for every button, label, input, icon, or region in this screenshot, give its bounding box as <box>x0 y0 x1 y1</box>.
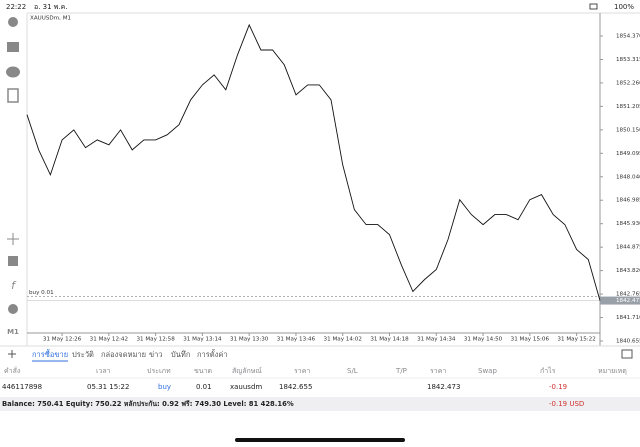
y-tick-label: 1850.150 <box>616 127 640 133</box>
y-tick-label: 1843.820 <box>616 268 640 274</box>
tab[interactable]: การตั้งค่า <box>197 349 228 359</box>
last-price-tag <box>600 296 640 305</box>
x-tick-label: 31 May 12:26 <box>43 337 82 343</box>
home-indicator <box>235 438 405 442</box>
last-price-label: 1842.473 <box>616 298 640 304</box>
order-time: 05.31 15:22 <box>87 383 129 391</box>
y-tick-label: 1840.655 <box>616 338 640 344</box>
x-tick-label: 31 May 14:34 <box>417 337 456 343</box>
current-price: 1842.473 <box>427 383 460 391</box>
x-tick-label: 31 May 13:46 <box>277 337 316 343</box>
order-type: buy <box>158 383 171 391</box>
x-tick-label: 31 May 14:50 <box>464 337 503 343</box>
plot: 1854.370 1853.315 1852.260 1851.205 1850.150… <box>26 23 640 344</box>
column-header: ขนาด <box>194 367 212 375</box>
x-tick-label: 31 May 12:58 <box>136 337 175 343</box>
order-symbol: xauusdm <box>230 383 262 391</box>
column-header: ราคา <box>430 367 446 375</box>
y-tick-label: 1846.985 <box>616 198 640 204</box>
chat-icon[interactable] <box>6 66 20 78</box>
column-header: กำไร <box>540 366 556 375</box>
battery-level: 100% <box>614 3 634 11</box>
chart-type-icon[interactable] <box>8 256 18 266</box>
y-tick-label: 1854.370 <box>616 34 640 40</box>
account-icon[interactable] <box>8 17 18 27</box>
tab[interactable]: ข่าว <box>149 350 163 359</box>
tab[interactable]: การซื้อขาย <box>32 349 68 359</box>
balance-bar <box>0 397 640 411</box>
column-header: ราคา <box>294 367 310 375</box>
column-header: คำสั่ง <box>4 366 20 375</box>
x-tick-label: 31 May 14:18 <box>370 337 409 343</box>
indicators-icon[interactable]: f <box>11 279 17 292</box>
column-header: ประเภท <box>147 367 171 375</box>
column-header: หมายเหตุ <box>598 367 627 375</box>
y-tick-label: 1852.260 <box>616 80 640 86</box>
y-tick-label: 1844.875 <box>616 245 640 251</box>
x-tick-label: 31 May 12:42 <box>90 337 128 343</box>
toolbar <box>0 13 27 346</box>
order-price: 1842.655 <box>279 383 312 391</box>
column-header: T/P <box>395 367 407 375</box>
buy-level-label: buy 0.01 <box>29 290 54 296</box>
wifi-icon <box>589 3 598 10</box>
balance-line: Balance: 750.41 Equity: 750.22 หลักประกั… <box>2 400 294 408</box>
total-profit: -0.19 USD <box>549 400 584 408</box>
column-header: เวลา <box>96 367 111 375</box>
chart-symbol: XAUUSDm, M1 <box>30 16 72 22</box>
trade-icon[interactable] <box>7 42 19 52</box>
y-tick-label: 1851.205 <box>616 104 640 110</box>
x-tick-label: 31 May 15:06 <box>511 337 550 343</box>
x-tick-label: 31 May 13:30 <box>230 337 269 343</box>
tabs: การซื้อขาย ประวัติ กล่องจดหมาย ข่าว บันทึก กา… <box>32 349 228 362</box>
layout-button[interactable] <box>621 349 633 359</box>
tab[interactable]: บันทึก <box>171 350 190 359</box>
y-tick-label: 1849.095 <box>616 151 640 157</box>
column-header: Swap <box>478 367 497 375</box>
y-tick-label: 1842.765 <box>616 292 640 298</box>
timeframe-button[interactable]: M1 <box>7 328 19 336</box>
y-tick-label: 1853.315 <box>616 57 640 63</box>
table-header: คำสั่ง เวลา ประเภท ขนาด สัญลักษณ์ ราคา S/L T/P ร… <box>4 366 627 375</box>
status-date: อ. 31 พ.ค. <box>34 3 68 11</box>
status-time: 22:22 <box>6 3 26 11</box>
crosshair-icon[interactable] <box>7 233 19 245</box>
x-tick-label: 31 May 14:02 <box>324 337 362 343</box>
tab[interactable]: กล่องจดหมาย <box>101 350 146 359</box>
order-profit: -0.19 <box>549 383 567 391</box>
x-tick-label: 31 May 15:22 <box>557 337 595 343</box>
column-header: สัญลักษณ์ <box>232 367 262 375</box>
x-tick-label: 31 May 13:14 <box>183 337 222 343</box>
y-tick-label: 1845.930 <box>616 221 640 227</box>
column-header: S/L <box>347 367 358 375</box>
tab[interactable]: ประวัติ <box>72 350 94 359</box>
price-line <box>26 23 601 301</box>
objects-icon[interactable] <box>8 304 18 314</box>
order-id: 446117898 <box>2 383 42 391</box>
new-order-icon[interactable] <box>7 88 19 103</box>
add-button[interactable] <box>8 350 16 358</box>
y-tick-label: 1848.040 <box>616 174 640 180</box>
y-tick-label: 1841.710 <box>616 315 640 321</box>
order-size: 0.01 <box>196 383 212 391</box>
